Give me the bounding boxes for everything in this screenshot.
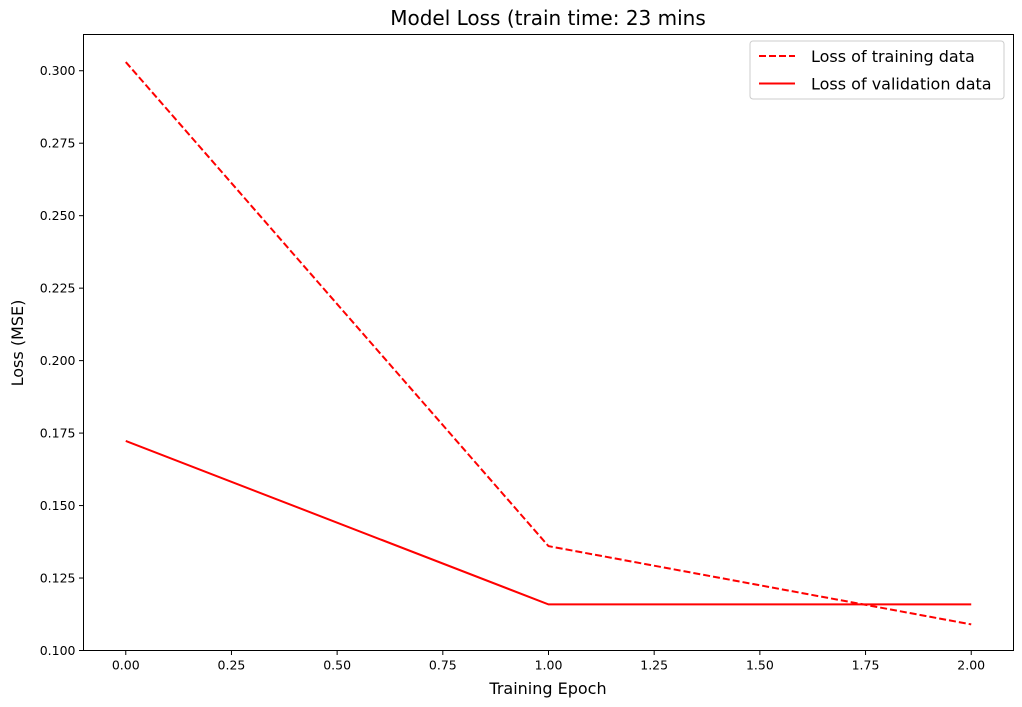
- x-tick-label: 1.25: [640, 658, 668, 673]
- series-line-validation: [125, 439, 972, 606]
- ticks-layer: 0.00 0.25 0.50 0.75 1.00 1.25 1.50 1.75 2.00 0.10…: [40, 63, 985, 672]
- x-tick-label: 1.00: [535, 658, 563, 673]
- plot-layer: [125, 61, 972, 626]
- y-tick-label: 0.225: [40, 281, 76, 296]
- x-tick-label: 2.00: [957, 658, 985, 673]
- y-tick-label: 0.300: [40, 63, 76, 78]
- y-tick-label: 0.275: [40, 136, 76, 151]
- y-axis-label: Loss (MSE): [8, 300, 27, 387]
- x-tick-label: 0.75: [429, 658, 457, 673]
- plot-frame: [83, 34, 1014, 651]
- x-axis-label: Training Epoch: [488, 679, 606, 698]
- x-tick-label: 0.00: [112, 658, 140, 673]
- x-tick-label: 0.25: [218, 658, 246, 673]
- legend: Loss of training data Loss of validation …: [749, 40, 1005, 100]
- y-tick-label: 0.150: [40, 498, 76, 513]
- legend-box: [749, 40, 1005, 100]
- y-tick-label: 0.175: [40, 426, 76, 441]
- y-tick-label: 0.125: [40, 571, 76, 586]
- x-tick-label: 0.50: [323, 658, 351, 673]
- legend-label: Loss of validation data: [811, 75, 992, 94]
- y-tick-label: 0.100: [40, 643, 76, 658]
- x-tick-label: 1.50: [746, 658, 774, 673]
- y-tick-label: 0.200: [40, 353, 76, 368]
- series-line-training: [125, 61, 972, 626]
- chart-title: Model Loss (train time: 23 mins: [390, 6, 706, 30]
- x-tick-label: 1.75: [852, 658, 880, 673]
- legend-label: Loss of training data: [811, 47, 975, 66]
- y-tick-label: 0.250: [40, 208, 76, 223]
